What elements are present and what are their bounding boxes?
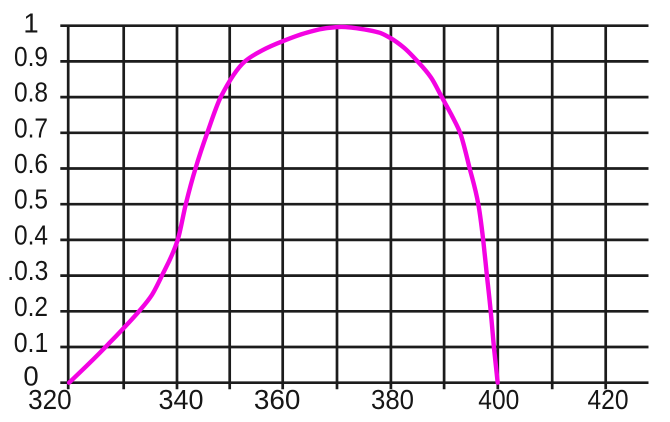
svg-text:0.7: 0.7 bbox=[14, 112, 48, 143]
svg-text:0.9: 0.9 bbox=[14, 41, 48, 72]
svg-text:0.5: 0.5 bbox=[14, 184, 48, 215]
svg-text:340: 340 bbox=[159, 384, 204, 415]
svg-text:0.6: 0.6 bbox=[14, 148, 48, 179]
svg-text:.0.3: .0.3 bbox=[7, 255, 48, 286]
svg-text:0.8: 0.8 bbox=[14, 77, 48, 108]
svg-text:360: 360 bbox=[254, 384, 301, 415]
svg-text:0.1: 0.1 bbox=[14, 327, 49, 358]
svg-text:320: 320 bbox=[28, 384, 72, 415]
svg-text:1: 1 bbox=[23, 8, 38, 39]
svg-text:380: 380 bbox=[371, 384, 414, 415]
svg-text:0: 0 bbox=[23, 361, 38, 392]
svg-text:400: 400 bbox=[478, 384, 519, 415]
svg-text:0.4: 0.4 bbox=[14, 219, 48, 250]
svg-text:0.2: 0.2 bbox=[14, 291, 48, 322]
svg-text:420: 420 bbox=[588, 384, 629, 415]
